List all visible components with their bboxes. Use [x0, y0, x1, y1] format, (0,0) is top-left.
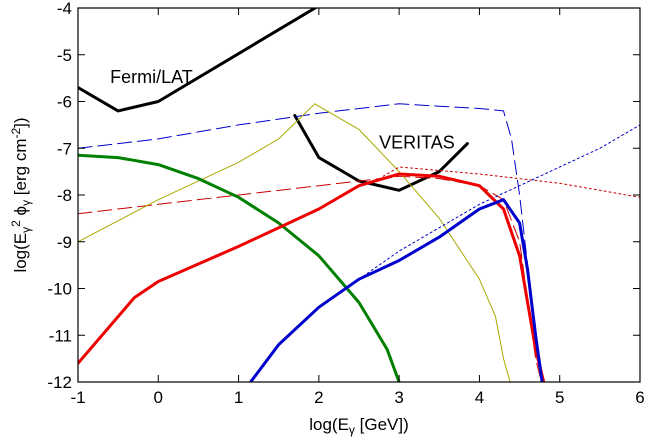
series-line-3 — [78, 175, 542, 382]
y-tick-label: -9 — [57, 233, 72, 252]
series-line-0 — [78, 8, 318, 113]
series-line-6 — [358, 124, 640, 280]
series-layer — [78, 8, 640, 382]
x-tick-label: 6 — [635, 388, 644, 407]
plot-frame — [77, 7, 641, 383]
series-line-5 — [382, 166, 640, 198]
x-tick-label: 2 — [314, 388, 323, 407]
y-axis-label-pre: log(E — [11, 233, 30, 273]
x-axis-label-post: [GeV]) — [355, 415, 409, 434]
series-line-7 — [78, 153, 401, 382]
y-tick-label: -10 — [47, 280, 72, 299]
y-axis-label-sup: 2 — [9, 220, 23, 227]
y-axis-label-sup2: -2 — [9, 128, 23, 139]
y-tick-label: -6 — [57, 93, 72, 112]
y-tick-label: -5 — [57, 46, 72, 65]
x-tick-label: 5 — [555, 388, 564, 407]
y-axis-label-end: ]) — [11, 117, 30, 127]
x-axis-label-pre: log(E — [309, 415, 349, 434]
x-axis-label: log(Eγ [GeV]) — [309, 415, 409, 437]
x-axis-label-sub: γ — [349, 423, 355, 437]
annotation-fermi-lat: Fermi/LAT — [110, 67, 193, 87]
y-axis-label: log(Eγ2 ϕγ [erg cm-2]) — [9, 117, 33, 272]
y-tick-label: -4 — [57, 0, 72, 18]
annotation-veritas: VERITAS — [379, 132, 455, 152]
y-tick-label: -8 — [57, 186, 72, 205]
y-tick-label: -12 — [47, 373, 72, 392]
y-axis-label-mid: ϕ — [11, 206, 30, 220]
series-line-1 — [293, 114, 469, 192]
x-tick-label: 4 — [475, 388, 484, 407]
y-axis-label-sub1: γ — [19, 227, 33, 233]
x-tick-label: 0 — [154, 388, 163, 407]
x-tick-label: -1 — [70, 388, 85, 407]
series-line-9 — [249, 198, 544, 382]
series-line-4 — [78, 103, 511, 382]
y-axis-label-sub2: γ — [19, 200, 33, 206]
y-tick-label: -11 — [49, 326, 72, 345]
series-line-8 — [78, 172, 546, 382]
y-axis-label-post: [erg cm — [11, 139, 30, 200]
x-tick-label: 3 — [394, 388, 403, 407]
y-tick-label: -7 — [57, 139, 72, 158]
axes-layer: -1 0 1 2 3 4 5 6-12-11-10-9-8-7-6-5-4 — [47, 0, 644, 407]
x-tick-label: 1 — [234, 388, 243, 407]
